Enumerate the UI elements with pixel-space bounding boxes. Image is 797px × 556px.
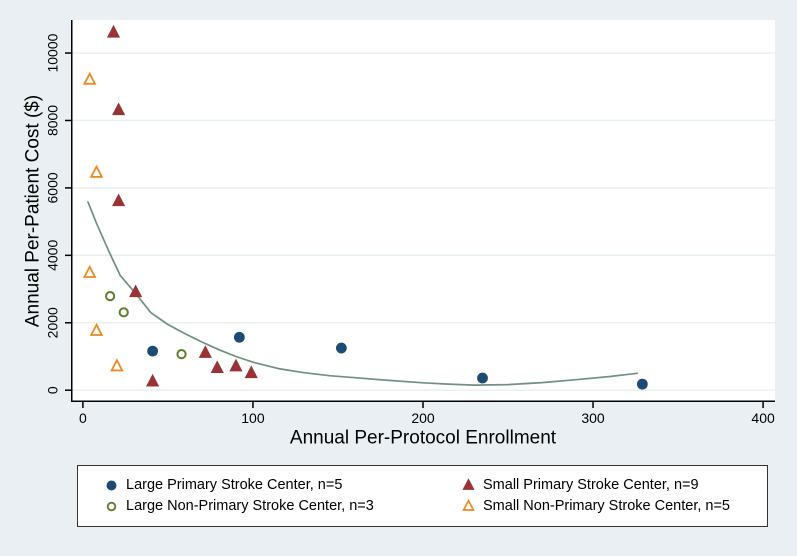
legend-item-small-primary: Small Primary Stroke Center, n=9 — [461, 478, 767, 493]
open-circle-marker-icon — [106, 501, 117, 512]
svg-text:4000: 4000 — [45, 240, 61, 271]
svg-text:400: 400 — [751, 410, 775, 426]
y-axis-title: Annual Per-Patient Cost ($) — [22, 94, 44, 328]
legend-item-large-non-primary: Large Non-Primary Stroke Center, n=3 — [104, 499, 461, 514]
svg-text:100: 100 — [241, 410, 265, 426]
svg-text:0: 0 — [45, 386, 61, 394]
open-triangle-marker-icon — [462, 498, 475, 511]
svg-text:300: 300 — [581, 410, 605, 426]
svg-text:6000: 6000 — [45, 172, 61, 203]
svg-text:8000: 8000 — [45, 105, 61, 136]
svg-text:2000: 2000 — [45, 307, 61, 338]
filled-circle-marker-icon — [106, 480, 117, 491]
legend-label-small-primary: Small Primary Stroke Center, n=9 — [483, 477, 699, 494]
svg-text:0: 0 — [79, 410, 87, 426]
filled-triangle-marker-icon — [462, 478, 475, 490]
legend-label-small-non-primary: Small Non-Primary Stroke Center, n=5 — [483, 498, 730, 515]
legend-item-small-non-primary: Small Non-Primary Stroke Center, n=5 — [461, 498, 767, 515]
svg-text:10000: 10000 — [45, 33, 61, 72]
x-axis-title: Annual Per-Protocol Enrollment — [289, 427, 557, 449]
legend-label-large-primary: Large Primary Stroke Center, n=5 — [126, 477, 343, 494]
legend: Large Primary Stroke Center, n=5 Small P… — [77, 465, 768, 527]
svg-text:200: 200 — [411, 410, 435, 426]
legend-item-large-primary: Large Primary Stroke Center, n=5 — [104, 478, 461, 493]
legend-label-large-non-primary: Large Non-Primary Stroke Center, n=3 — [126, 498, 374, 515]
